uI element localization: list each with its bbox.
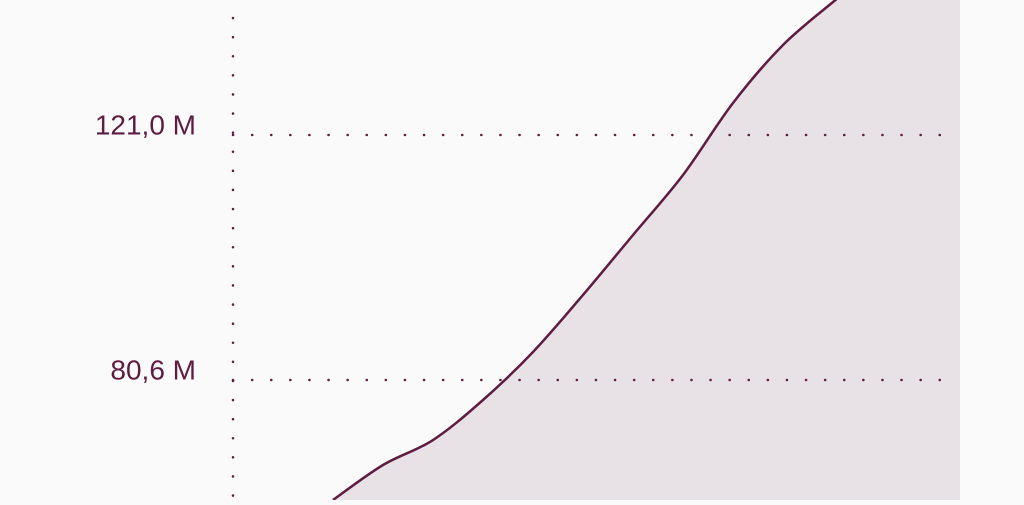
- area-line: [332, 0, 838, 500]
- area-fill: [333, 0, 960, 500]
- y-tick-label: 80,6 M: [110, 354, 196, 385]
- y-tick-label: 121,0 M: [95, 109, 196, 140]
